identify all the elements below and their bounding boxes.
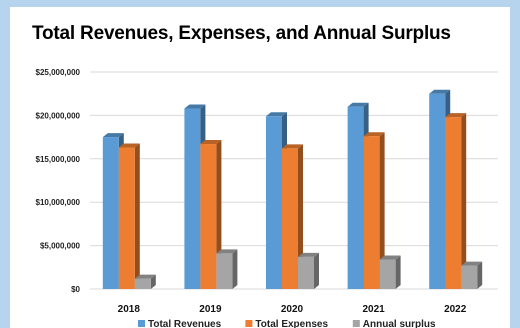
- chart-slide: Total Revenues, Expenses, and Annual Sur…: [10, 7, 510, 328]
- bar-chart: $0 $5,000,000 $10,000,000 $15,000,000 $20,00…: [36, 68, 498, 328]
- bar-top: [461, 261, 483, 266]
- bar-side: [477, 261, 483, 289]
- bar-front: [134, 278, 151, 289]
- x-tick-label: 2018: [118, 304, 141, 315]
- legend-item: Annual surplus: [352, 319, 436, 328]
- bar-front: [216, 253, 233, 289]
- bar-front: [298, 256, 314, 289]
- bar: [298, 252, 319, 289]
- y-tick-label: $5,000,000: [40, 242, 81, 251]
- bar-side: [150, 274, 156, 289]
- chart-title: Total Revenues, Expenses, and Annual Sur…: [32, 23, 451, 44]
- legend-swatch: [138, 320, 145, 327]
- bar-top: [363, 132, 385, 137]
- bar: [134, 274, 156, 289]
- legend-label: Total Expenses: [255, 319, 328, 328]
- legend-swatch: [352, 320, 360, 327]
- bar-top: [445, 113, 467, 118]
- bar-top: [298, 252, 319, 257]
- bar: [282, 144, 303, 289]
- bar: [461, 261, 483, 289]
- bar-front: [445, 117, 462, 289]
- legend-label: Total Revenues: [148, 319, 222, 328]
- bar-top: [184, 104, 206, 109]
- bar-top: [266, 112, 287, 117]
- y-tick-label: $25,000,000: [36, 68, 81, 77]
- bar-top: [200, 140, 222, 145]
- bar-side: [232, 249, 238, 289]
- x-tick-label: 2020: [281, 304, 304, 315]
- x-axis: 2018 2019 2020 2021 2022: [118, 304, 467, 315]
- bar-front: [200, 144, 217, 289]
- bar-front: [363, 136, 380, 289]
- bar-top: [134, 274, 156, 279]
- bar-front: [282, 148, 298, 289]
- bar: [118, 143, 140, 289]
- bar-side: [314, 252, 319, 289]
- y-axis: $0 $5,000,000 $10,000,000 $15,000,000 $20,00…: [36, 68, 81, 294]
- bar-front: [461, 265, 478, 289]
- bar: [363, 132, 385, 289]
- legend-swatch: [245, 320, 253, 327]
- bar-top: [282, 144, 303, 149]
- bar: [445, 113, 467, 289]
- bar-top: [379, 255, 401, 260]
- x-tick-label: 2019: [199, 304, 222, 315]
- y-tick-label: $15,000,000: [36, 155, 81, 164]
- bar-side: [134, 143, 140, 289]
- x-tick-label: 2021: [362, 304, 385, 315]
- bar-side: [395, 255, 401, 289]
- bar-side: [461, 113, 467, 289]
- bar-front: [266, 116, 282, 289]
- bar-top: [216, 249, 238, 254]
- legend: Total Revenues Total Expenses Annual surpl…: [138, 319, 436, 328]
- bar-front: [102, 137, 119, 289]
- bar-front: [379, 259, 396, 289]
- bar-top: [118, 143, 140, 148]
- bars: [102, 89, 483, 290]
- y-tick-label: $10,000,000: [36, 198, 81, 207]
- legend-item: Total Expenses: [245, 319, 328, 328]
- bar: [216, 249, 238, 289]
- bar-front: [347, 106, 364, 289]
- bar-front: [118, 147, 135, 289]
- legend-item: Total Revenues: [138, 319, 222, 328]
- bar-top: [102, 133, 124, 138]
- bar-side: [298, 144, 303, 289]
- bar: [379, 255, 401, 289]
- y-tick-label: $20,000,000: [36, 111, 81, 120]
- legend-label: Annual surplus: [363, 319, 436, 328]
- bar-front: [429, 93, 446, 289]
- y-tick-label: $0: [71, 285, 80, 294]
- bar-top: [347, 102, 369, 107]
- bar-front: [184, 108, 201, 290]
- bar-side: [379, 132, 385, 289]
- bar-top: [429, 89, 451, 94]
- x-tick-label: 2022: [444, 304, 467, 315]
